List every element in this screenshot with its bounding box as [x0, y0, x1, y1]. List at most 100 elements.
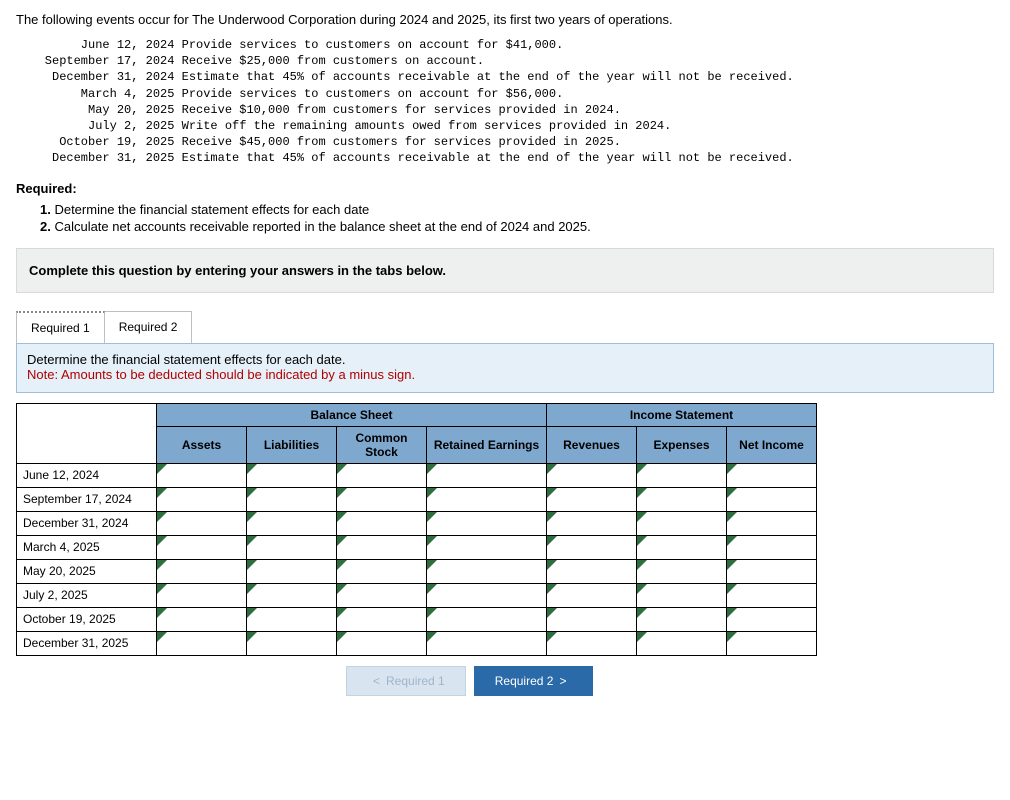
- input-cell[interactable]: [247, 631, 337, 655]
- input-cell[interactable]: [727, 631, 817, 655]
- input-cell[interactable]: [637, 631, 727, 655]
- input-cell[interactable]: [157, 511, 247, 535]
- input-cell[interactable]: [427, 511, 547, 535]
- input-cell[interactable]: [247, 463, 337, 487]
- group-header-balance-sheet: Balance Sheet: [157, 403, 547, 426]
- input-cell[interactable]: [547, 487, 637, 511]
- input-cell[interactable]: [427, 559, 547, 583]
- date-cell: March 4, 2025: [17, 535, 157, 559]
- table-row: October 19, 2025: [17, 607, 817, 631]
- input-cell[interactable]: [337, 559, 427, 583]
- instruction-box: Complete this question by entering your …: [16, 248, 994, 293]
- nav-buttons: < Required 1 Required 2 >: [346, 666, 994, 696]
- input-cell[interactable]: [157, 631, 247, 655]
- input-cell[interactable]: [427, 463, 547, 487]
- input-cell[interactable]: [337, 583, 427, 607]
- date-cell: July 2, 2025: [17, 583, 157, 607]
- input-cell[interactable]: [637, 487, 727, 511]
- intro-text: The following events occur for The Under…: [16, 12, 994, 27]
- input-cell[interactable]: [247, 559, 337, 583]
- input-cell[interactable]: [727, 511, 817, 535]
- financial-effects-table: Balance SheetIncome Statement AssetsLiabi…: [16, 403, 817, 656]
- date-cell: October 19, 2025: [17, 607, 157, 631]
- input-cell[interactable]: [157, 535, 247, 559]
- input-cell[interactable]: [337, 607, 427, 631]
- input-cell[interactable]: [247, 511, 337, 535]
- input-cell[interactable]: [157, 463, 247, 487]
- input-cell[interactable]: [547, 607, 637, 631]
- input-cell[interactable]: [727, 607, 817, 631]
- tab-required-2[interactable]: Required 2: [105, 311, 193, 343]
- input-cell[interactable]: [157, 583, 247, 607]
- col-header-assets: Assets: [157, 426, 247, 463]
- table-row: December 31, 2025: [17, 631, 817, 655]
- input-cell[interactable]: [157, 607, 247, 631]
- input-cell[interactable]: [637, 535, 727, 559]
- corner-cell: [17, 403, 157, 463]
- input-cell[interactable]: [727, 463, 817, 487]
- table-row: March 4, 2025: [17, 535, 817, 559]
- input-cell[interactable]: [547, 559, 637, 583]
- input-cell[interactable]: [427, 535, 547, 559]
- input-cell[interactable]: [727, 535, 817, 559]
- col-header-liabilities: Liabilities: [247, 426, 337, 463]
- input-cell[interactable]: [337, 463, 427, 487]
- input-cell[interactable]: [427, 631, 547, 655]
- nav-prev-button[interactable]: < Required 1: [346, 666, 466, 696]
- input-cell[interactable]: [547, 583, 637, 607]
- table-row: July 2, 2025: [17, 583, 817, 607]
- group-header-income-statement: Income Statement: [547, 403, 817, 426]
- input-cell[interactable]: [637, 463, 727, 487]
- nav-next-button[interactable]: Required 2 >: [474, 666, 594, 696]
- chevron-left-icon: <: [373, 674, 380, 688]
- col-header-expenses: Expenses: [637, 426, 727, 463]
- tab-bar: Required 1 Required 2: [16, 311, 994, 343]
- input-cell[interactable]: [157, 559, 247, 583]
- input-cell[interactable]: [727, 559, 817, 583]
- date-cell: June 12, 2024: [17, 463, 157, 487]
- input-cell[interactable]: [247, 583, 337, 607]
- input-cell[interactable]: [637, 583, 727, 607]
- col-header-revenues: Revenues: [547, 426, 637, 463]
- input-cell[interactable]: [547, 535, 637, 559]
- input-cell[interactable]: [637, 559, 727, 583]
- requirements-list: 1. Determine the financial statement eff…: [40, 202, 994, 234]
- input-cell[interactable]: [337, 487, 427, 511]
- table-row: September 17, 2024: [17, 487, 817, 511]
- tab-panel-required-1: Determine the financial statement effect…: [16, 343, 994, 393]
- panel-note: Note: Amounts to be deducted should be i…: [27, 367, 983, 382]
- input-cell[interactable]: [727, 583, 817, 607]
- required-label: Required:: [16, 181, 994, 196]
- requirement-item: 1. Determine the financial statement eff…: [40, 202, 994, 217]
- table-row: June 12, 2024: [17, 463, 817, 487]
- input-cell[interactable]: [637, 607, 727, 631]
- input-cell[interactable]: [337, 535, 427, 559]
- date-cell: December 31, 2024: [17, 511, 157, 535]
- nav-prev-label: Required 1: [386, 674, 445, 688]
- chevron-right-icon: >: [559, 674, 566, 688]
- col-header-net-income: Net Income: [727, 426, 817, 463]
- table-row: May 20, 2025: [17, 559, 817, 583]
- input-cell[interactable]: [247, 607, 337, 631]
- input-cell[interactable]: [547, 631, 637, 655]
- input-cell[interactable]: [247, 535, 337, 559]
- input-cell[interactable]: [427, 487, 547, 511]
- nav-next-label: Required 2: [495, 674, 554, 688]
- panel-description: Determine the financial statement effect…: [27, 352, 983, 367]
- date-cell: September 17, 2024: [17, 487, 157, 511]
- col-header-retained-earnings: Retained Earnings: [427, 426, 547, 463]
- input-cell[interactable]: [547, 463, 637, 487]
- table-row: December 31, 2024: [17, 511, 817, 535]
- input-cell[interactable]: [337, 631, 427, 655]
- event-list: June 12, 2024 Provide services to custom…: [16, 37, 994, 167]
- input-cell[interactable]: [337, 511, 427, 535]
- input-cell[interactable]: [247, 487, 337, 511]
- col-header-common-stock: Common Stock: [337, 426, 427, 463]
- input-cell[interactable]: [157, 487, 247, 511]
- tab-required-1[interactable]: Required 1: [16, 311, 105, 343]
- input-cell[interactable]: [547, 511, 637, 535]
- input-cell[interactable]: [637, 511, 727, 535]
- input-cell[interactable]: [727, 487, 817, 511]
- input-cell[interactable]: [427, 607, 547, 631]
- input-cell[interactable]: [427, 583, 547, 607]
